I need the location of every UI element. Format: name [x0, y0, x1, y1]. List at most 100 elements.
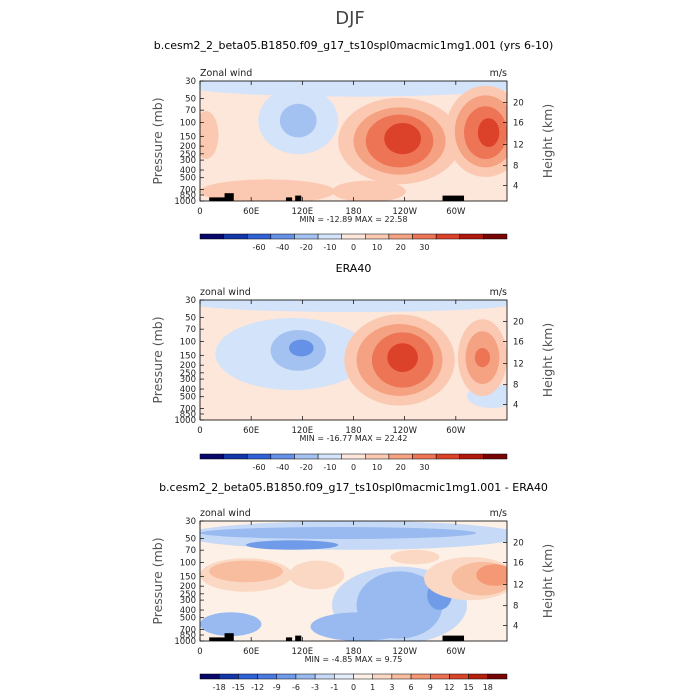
colorbar-swatch [435, 453, 461, 460]
y-tick-label: 300 [180, 375, 196, 385]
contour-fill [384, 123, 422, 155]
colorbar-label: 1 [370, 683, 375, 692]
colorbar-label: -1 [330, 683, 338, 692]
colorbar-swatch [388, 233, 413, 240]
terrain-mask [209, 197, 231, 201]
y2-axis-label: Height (km) [540, 323, 555, 397]
y-tick-label: 150 [180, 132, 196, 142]
y-tick-label: 500 [180, 614, 196, 624]
colorbar-swatch [257, 673, 277, 680]
y-tick-label: 300 [180, 156, 196, 166]
panel-title: b.cesm2_2_beta05.B1850.f09_g17_ts10spl0m… [159, 481, 548, 494]
y-tick-label: 400 [180, 606, 196, 616]
colorbar-swatch [238, 673, 258, 680]
y-axis-label: Pressure (mb) [150, 537, 165, 624]
colorbar-label: 0 [351, 683, 356, 692]
y-tick-label: 850 [180, 631, 196, 641]
colorbar-label: -60 [252, 243, 265, 252]
colorbar-label: -60 [252, 463, 265, 472]
colorbar-label: -6 [292, 683, 300, 692]
x-tick-label: 60E [243, 647, 259, 657]
contour-fill [390, 549, 440, 565]
contour-fill [200, 612, 262, 637]
colorbar-label: 0 [351, 463, 356, 472]
corner-left-label: zonal wind [200, 287, 251, 298]
x-tick-label: 180 [345, 647, 361, 657]
colorbar-swatch [449, 673, 469, 680]
x-tick-label: 0 [197, 207, 202, 217]
colorbar-swatch [246, 233, 272, 240]
contour-fill [310, 612, 409, 641]
colorbar-swatch [223, 453, 248, 460]
colorbar-label: 6 [409, 683, 414, 692]
colorbar-swatch [276, 673, 297, 680]
colorbar-swatch [317, 453, 342, 460]
y2-tick-label: 12 [513, 141, 524, 151]
terrain-mask [224, 193, 234, 201]
y-tick-label: 30 [185, 77, 196, 87]
y-tick-label: 50 [185, 314, 196, 324]
figure-title: DJF [335, 8, 365, 29]
plot-area [200, 300, 507, 420]
y-tick-label: 250 [180, 590, 196, 600]
colorbar-label: 3 [389, 683, 394, 692]
terrain-mask [209, 637, 231, 641]
y-tick-label: 250 [180, 150, 196, 160]
corner-right-label: m/s [490, 508, 507, 519]
colorbar-label: -12 [251, 683, 264, 692]
colorbar-label: -10 [323, 243, 336, 252]
y-tick-label: 850 [180, 410, 196, 420]
panel-3: b.cesm2_2_beta05.B1850.f09_g17_ts10spl0m… [150, 481, 555, 692]
y2-tick-label: 16 [513, 337, 524, 347]
contour-fill [200, 527, 477, 539]
y2-axis-label: Height (km) [540, 104, 555, 178]
y-tick-label: 200 [180, 142, 196, 152]
y2-tick-label: 12 [513, 360, 524, 370]
colorbar-label: 30 [419, 463, 429, 472]
contour-fill [476, 564, 507, 586]
y-tick-label: 50 [185, 95, 196, 105]
colorbar-label: 20 [396, 463, 406, 472]
y-tick-label: 400 [180, 385, 196, 395]
x-tick-label: 180 [345, 207, 361, 217]
plot-area [200, 81, 507, 201]
colorbar-swatch [295, 673, 316, 680]
colorbar-label: 12 [444, 683, 454, 692]
colorbar-swatch [468, 673, 489, 680]
colorbar-label: -40 [276, 463, 289, 472]
colorbar-label: 30 [419, 243, 429, 252]
contour-fill [332, 180, 406, 201]
colorbar-swatch [487, 673, 508, 680]
colorbar-swatch [459, 453, 484, 460]
y2-tick-label: 16 [513, 118, 524, 128]
colorbar-label: 18 [483, 683, 493, 692]
y-tick-label: 100 [180, 337, 196, 347]
terrain-mask [295, 635, 302, 641]
corner-left-label: Zonal wind [200, 68, 252, 79]
colorbar-swatch [430, 673, 450, 680]
x-tick-label: 120E [292, 647, 314, 657]
contour-fill [474, 348, 491, 368]
colorbar-label: 10 [372, 463, 382, 472]
y-tick-label: 200 [180, 361, 196, 371]
contour-fill [246, 540, 339, 550]
y-tick-label: 300 [180, 596, 196, 606]
colorbar-swatch [412, 233, 437, 240]
y-tick-label: 70 [185, 546, 196, 556]
colorbar: -60 -40 -20 -10 0 10 20 30 [199, 233, 508, 252]
contour-fill [289, 339, 314, 357]
y-tick-label: 500 [180, 393, 196, 403]
colorbar-label: -9 [273, 683, 281, 692]
y-axis-label: Pressure (mb) [150, 97, 165, 184]
colorbar-swatch [365, 233, 390, 240]
colorbar: -18 -15 -12 -9 -6 -3 -1 0 1 3 6 9 12 15 18 [199, 673, 508, 692]
contour-fill [387, 343, 418, 372]
colorbar-label: -20 [300, 463, 313, 472]
colorbar-swatch [314, 673, 335, 680]
x-tick-label: 120E [292, 426, 314, 436]
plot-area [200, 521, 507, 641]
colorbar-swatch [270, 233, 295, 240]
y2-tick-label: 20 [513, 99, 524, 109]
min-max-stats: MIN = -16.77 MAX = 22.42 [300, 434, 408, 443]
contour-fill [200, 111, 219, 159]
